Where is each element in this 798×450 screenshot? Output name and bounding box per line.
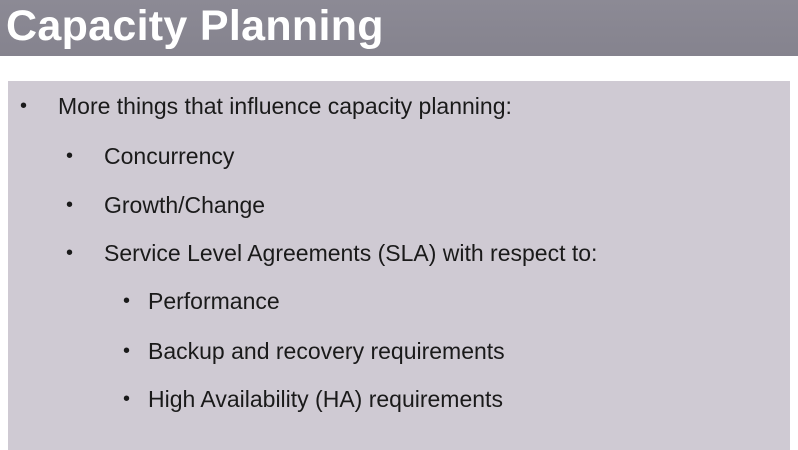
bullet-item: • More things that influence capacity pl… xyxy=(20,93,512,119)
bullet-text: Backup and recovery requirements xyxy=(148,338,505,364)
bullet-text: Service Level Agreements (SLA) with resp… xyxy=(104,240,598,266)
slide-title: Capacity Planning xyxy=(6,2,384,50)
bullet-item: • Performance xyxy=(123,288,280,314)
bullet-item: • Concurrency xyxy=(66,143,235,169)
bullet-text: High Availability (HA) requirements xyxy=(148,386,503,412)
bullet-text: More things that influence capacity plan… xyxy=(58,93,512,119)
bullet-icon: • xyxy=(66,194,74,216)
bullet-item: • Backup and recovery requirements xyxy=(123,338,505,364)
bullet-text: Growth/Change xyxy=(104,192,266,218)
content-box xyxy=(8,81,790,450)
bullet-item: • Service Level Agreements (SLA) with re… xyxy=(66,240,598,266)
bullet-icon: • xyxy=(123,388,131,410)
bullet-text: Performance xyxy=(148,288,280,314)
bullet-icon: • xyxy=(123,290,131,312)
bullet-icon: • xyxy=(123,340,131,362)
title-bar: Capacity Planning xyxy=(0,0,798,56)
bullet-icon: • xyxy=(66,145,74,167)
bullet-text: Concurrency xyxy=(104,143,235,169)
bullet-icon: • xyxy=(20,95,28,117)
bullet-icon: • xyxy=(66,242,74,264)
bullet-item: • Growth/Change xyxy=(66,192,266,218)
bullet-item: • High Availability (HA) requirements xyxy=(123,386,503,412)
